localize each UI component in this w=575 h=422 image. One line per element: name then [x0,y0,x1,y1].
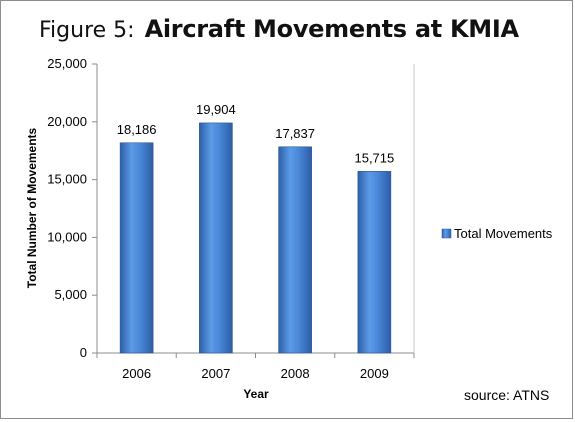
x-tick-label: 2006 [122,366,151,381]
x-tick-label: 2008 [281,366,310,381]
data-label-2007: 19,904 [196,102,236,117]
bar-2006 [119,142,154,354]
x-axis-title: Year [243,387,269,401]
y-tick-label: 15,000 [47,172,87,187]
data-label-2008: 17,837 [275,126,315,141]
bar-2007 [199,122,233,354]
chart-title-text: Aircraft Movements at KMIA [144,15,519,43]
figure-label: Figure 5: [39,18,135,43]
y-tick-label: 0 [80,345,87,360]
data-label-2009: 15,715 [354,150,394,165]
y-axis-title: Total Number of Movements [25,127,39,288]
y-tick-label: 25,000 [47,56,87,71]
bar-2008 [278,146,312,354]
legend-label: Total Movements [454,226,553,241]
legend: Total Movements [441,226,553,241]
source-note: source: ATNS [464,387,550,403]
x-tick-label: 2007 [201,366,230,381]
y-tick-label: 10,000 [47,229,87,244]
bar-2009 [357,171,392,354]
x-tick-label: 2009 [360,366,389,381]
chart-title: Figure 5: Aircraft Movements at KMIA [39,15,519,49]
data-label-2006: 18,186 [117,122,157,137]
y-tick-label: 20,000 [47,114,87,129]
y-tick-label: 5,000 [54,287,87,302]
legend-swatch [441,228,452,239]
